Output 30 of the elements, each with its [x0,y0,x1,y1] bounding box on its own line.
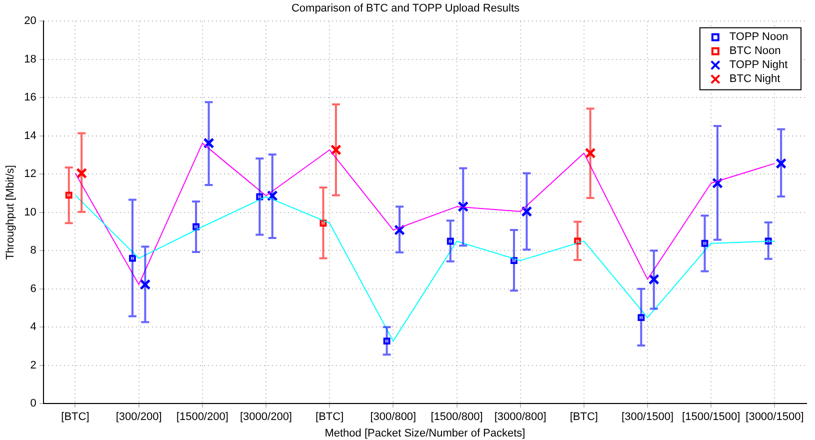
x-tick-label: [1500/200] [176,411,228,424]
x-tick-label: [3000/800] [494,411,546,424]
x-axis-title: Method [Packet Size/Number of Packets] [324,427,526,440]
x-tick-label: [3000/200] [240,411,292,424]
y-tick-label: 20 [24,15,36,28]
y-tick-label: 10 [24,206,36,218]
x-tick-label: [BTC] [570,411,598,424]
x-tick-label: [BTC] [316,411,344,424]
x-tick-label: [300/1500] [622,411,674,424]
x-tick-label: [300/800] [370,411,416,424]
legend-label: TOPP Noon [729,31,788,44]
y-tick-label: 2 [30,359,36,372]
x-tick-label: [BTC] [61,411,90,424]
chart-title: Comparison of BTC and TOPP Upload Results [291,2,520,15]
legend-label: BTC Noon [729,45,781,58]
y-tick-label: 0 [30,398,36,410]
x-tick-label: [1500/1500] [682,411,740,424]
y-tick-label: 12 [24,168,36,180]
y-tick-label: 8 [30,244,36,257]
y-tick-label: 6 [30,282,36,295]
legend-label: TOPP Night [729,59,788,72]
y-tick-label: 4 [30,321,36,334]
y-axis-title: Throughput [Mbit/s] [4,165,17,260]
legend-label: BTC Night [729,73,780,86]
x-tick-label: [3000/1500] [746,411,804,424]
y-tick-label: 14 [24,130,36,142]
y-tick-label: 18 [24,53,36,66]
x-tick-label: [300/200] [116,411,162,424]
x-tick-label: [1500/800] [430,411,483,424]
y-tick-label: 16 [24,92,36,104]
